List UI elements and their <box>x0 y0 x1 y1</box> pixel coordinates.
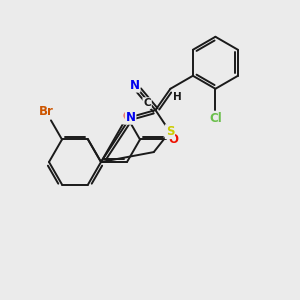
Text: H: H <box>173 92 182 102</box>
Text: N: N <box>130 79 140 92</box>
Text: O: O <box>122 110 132 124</box>
Text: C: C <box>143 98 151 108</box>
Text: Cl: Cl <box>209 112 222 125</box>
Text: Br: Br <box>38 105 53 118</box>
Text: N: N <box>125 111 136 124</box>
Text: S: S <box>166 125 174 138</box>
Text: O: O <box>168 133 178 146</box>
